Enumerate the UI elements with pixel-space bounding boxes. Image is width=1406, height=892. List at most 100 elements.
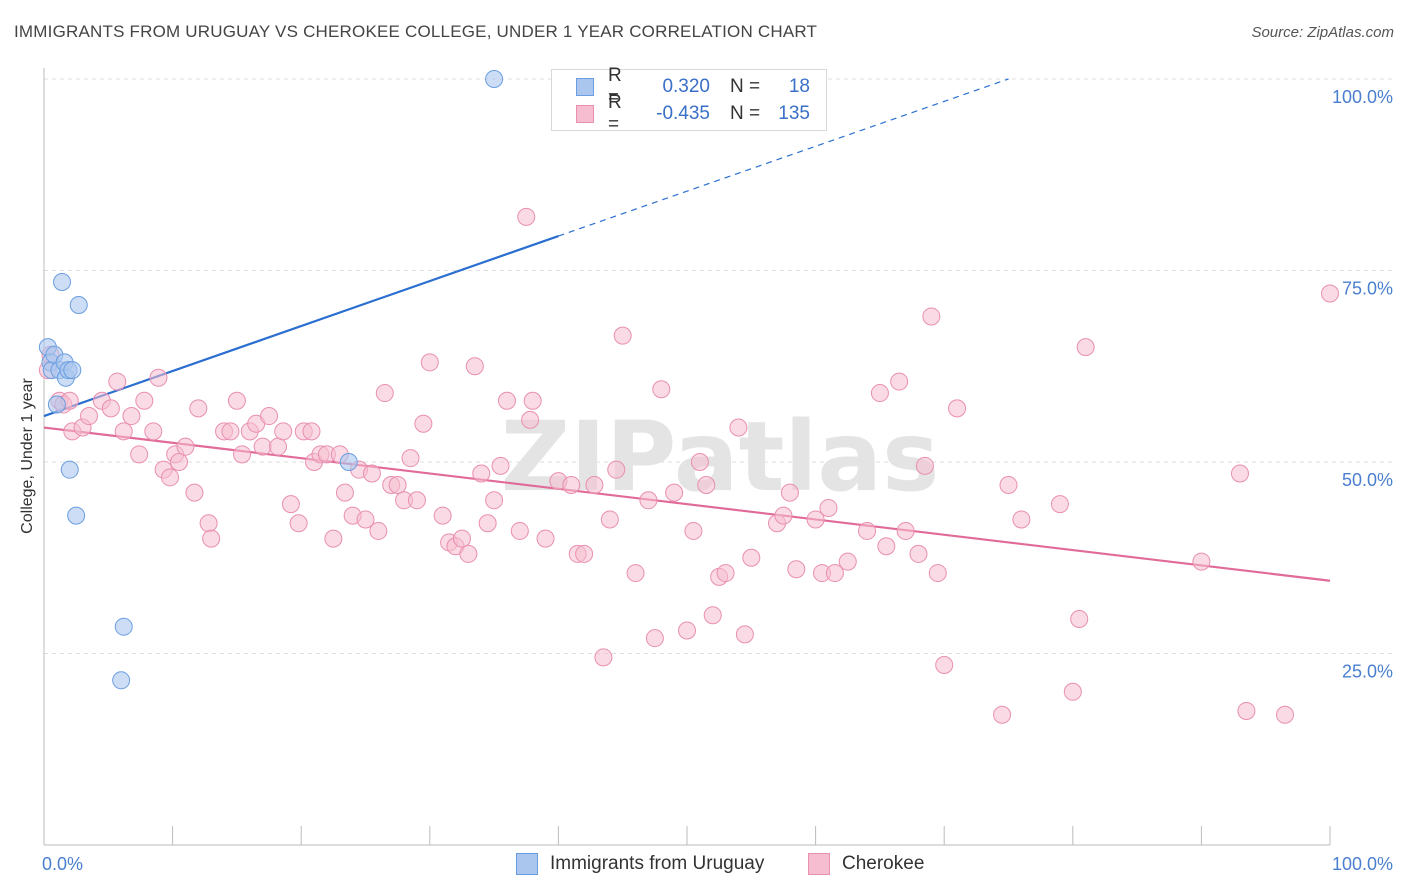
cherokee-point bbox=[562, 475, 581, 494]
legend-n-label: N = bbox=[730, 76, 761, 97]
cherokee-point bbox=[665, 483, 684, 502]
cherokee-point bbox=[149, 368, 168, 387]
cherokee-point bbox=[600, 510, 619, 529]
cherokee-point bbox=[335, 483, 354, 502]
cherokee-point bbox=[260, 407, 279, 426]
cherokee-point bbox=[697, 475, 716, 494]
cherokee-point bbox=[281, 495, 300, 514]
cherokee-point bbox=[690, 453, 709, 471]
legend-r-value: 0.320 bbox=[662, 76, 710, 97]
cherokee-point bbox=[1076, 338, 1095, 357]
cherokee-point bbox=[935, 655, 954, 674]
cherokee-point bbox=[825, 564, 844, 583]
cherokee-point bbox=[452, 529, 471, 548]
cherokee-point bbox=[433, 506, 452, 525]
cherokee-point bbox=[144, 422, 163, 441]
bottom-legend-label: Immigrants from Uruguay bbox=[550, 853, 765, 874]
uruguay-point bbox=[485, 70, 504, 88]
cherokee-point bbox=[497, 391, 516, 410]
uruguay-point bbox=[53, 272, 72, 291]
cherokee-point bbox=[877, 537, 896, 556]
cherokee-point bbox=[890, 372, 909, 391]
cherokee-point bbox=[607, 460, 626, 479]
cherokee-point bbox=[465, 357, 484, 376]
source-label: Source: ZipAtlas.com bbox=[1251, 24, 1394, 41]
cherokee-point bbox=[269, 437, 288, 456]
gridlines bbox=[44, 78, 1392, 654]
legend-r-label: R = bbox=[608, 65, 622, 108]
cherokee-point bbox=[1275, 705, 1294, 724]
cherokee-point bbox=[420, 353, 439, 372]
cherokee-point bbox=[101, 399, 120, 418]
cherokee-point bbox=[1063, 682, 1082, 701]
axes bbox=[43, 68, 1331, 846]
y-tick-label: 50.0% bbox=[1342, 470, 1393, 490]
cherokee-point bbox=[407, 491, 426, 510]
cherokee-point bbox=[253, 437, 272, 456]
cherokee-point bbox=[302, 422, 321, 441]
cherokee-point bbox=[999, 475, 1018, 494]
cherokee-point bbox=[199, 514, 218, 533]
cherokee-point bbox=[414, 414, 433, 433]
cherokee-point bbox=[1321, 284, 1339, 303]
cherokee-point bbox=[787, 560, 806, 579]
cherokee-point bbox=[594, 648, 613, 667]
cherokee-point bbox=[729, 418, 748, 437]
cherokee-point bbox=[806, 510, 825, 529]
watermark: ZIPatlas bbox=[501, 401, 940, 513]
legend-row-uruguay: R = 0.320 N = 18 bbox=[576, 65, 810, 108]
uruguay-point bbox=[60, 460, 79, 479]
cherokee-point bbox=[1237, 701, 1256, 720]
cherokee-point bbox=[684, 521, 703, 540]
legend-r-label: R = bbox=[608, 92, 622, 135]
y-tick-label: 25.0% bbox=[1342, 662, 1393, 682]
cherokee-point bbox=[510, 521, 529, 540]
cherokee-point bbox=[780, 483, 799, 502]
cherokee-point bbox=[716, 564, 735, 583]
y-tick-label: 75.0% bbox=[1342, 279, 1393, 299]
bottom-legend-cherokee: Cherokee bbox=[808, 852, 924, 876]
cherokee-point bbox=[1050, 495, 1069, 514]
cherokee-point bbox=[161, 468, 180, 487]
cherokee-point bbox=[909, 544, 928, 563]
cherokee-point bbox=[401, 449, 420, 468]
cherokee-point bbox=[678, 621, 696, 640]
uruguay-point bbox=[114, 617, 133, 636]
cherokee-point bbox=[478, 514, 497, 533]
cherokee-point bbox=[362, 464, 381, 483]
cherokee-point bbox=[735, 625, 754, 644]
cherokee-point bbox=[388, 475, 407, 494]
cherokee-point bbox=[639, 491, 658, 510]
cherokee-point bbox=[858, 521, 877, 540]
cherokee-point bbox=[130, 445, 149, 464]
cherokee-point bbox=[221, 422, 240, 441]
legend-row-cherokee: R = -0.435 N = 135 bbox=[576, 92, 810, 135]
uruguay-point bbox=[63, 361, 82, 380]
cherokee-point bbox=[1192, 552, 1211, 571]
cherokee-point bbox=[356, 510, 375, 529]
cherokee-point bbox=[703, 606, 722, 625]
cherokee-point bbox=[1070, 610, 1089, 629]
bottom-legend-label: Cherokee bbox=[842, 853, 925, 874]
correlation-legend: R = 0.320 N = 18 R = -0.435 N = 135 bbox=[551, 65, 827, 135]
cherokee-point bbox=[114, 422, 133, 441]
bottom-legend-swatch-pink bbox=[808, 853, 830, 875]
cherokee-point bbox=[1230, 464, 1249, 483]
cherokee-point bbox=[189, 399, 208, 418]
cherokee-point bbox=[485, 491, 504, 510]
cherokee-point bbox=[108, 372, 127, 391]
cherokee-point bbox=[170, 453, 189, 471]
cherokee-point bbox=[135, 391, 154, 410]
uruguay-point bbox=[47, 395, 66, 414]
legend-swatch-blue bbox=[576, 78, 594, 96]
cherokee-point bbox=[645, 629, 664, 648]
cherokee-point bbox=[122, 407, 141, 426]
cherokee-point bbox=[176, 437, 195, 456]
cherokee-point bbox=[838, 552, 857, 571]
uruguay-point bbox=[67, 506, 86, 525]
cherokee-point bbox=[536, 529, 555, 548]
legend-n-value: 18 bbox=[788, 76, 810, 97]
bottom-legend-swatch-blue bbox=[516, 853, 538, 875]
uruguay-trend-line bbox=[43, 234, 559, 418]
